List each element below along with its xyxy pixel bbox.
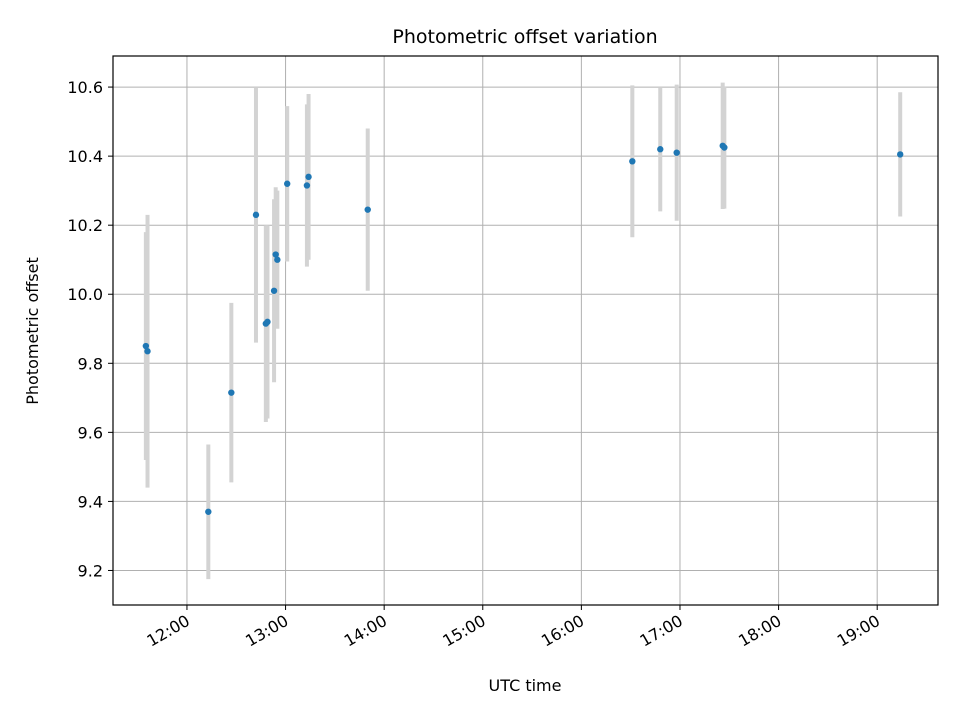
grid (113, 56, 938, 605)
data-point (305, 173, 312, 181)
chart-title: Photometric offset variation (392, 26, 657, 48)
data-point (897, 151, 904, 158)
y-tick-label: 9.8 (78, 354, 103, 373)
data-point (142, 342, 150, 350)
data-points (142, 142, 904, 515)
data-point (657, 146, 664, 153)
data-point (721, 144, 728, 151)
data-point (270, 287, 278, 294)
y-tick-label: 9.4 (78, 492, 103, 511)
data-point (272, 251, 279, 258)
data-point (284, 180, 291, 187)
x-axis-label: UTC time (489, 676, 562, 695)
data-point (252, 211, 260, 219)
y-tick-label: 10.4 (67, 147, 103, 166)
y-tick-label: 10.2 (67, 216, 103, 235)
data-point (629, 158, 636, 165)
plot-frame (112, 55, 939, 606)
data-point (673, 149, 680, 156)
data-point (364, 206, 371, 213)
data-point (228, 389, 235, 396)
data-point (144, 348, 151, 355)
data-point (274, 256, 281, 263)
y-axis-label: Photometric offset (23, 257, 42, 405)
y-tick-label: 10.6 (67, 78, 103, 97)
data-point (264, 318, 271, 326)
y-axis: 9.2 9.4 9.6 9.8 10.0 10.2 10.4 10.6 (67, 78, 113, 580)
y-tick-label: 9.2 (78, 561, 103, 580)
y-tick-label: 9.6 (78, 423, 103, 442)
y-tick-label: 10.0 (67, 285, 103, 304)
data-point (205, 508, 212, 515)
data-point (303, 182, 311, 189)
